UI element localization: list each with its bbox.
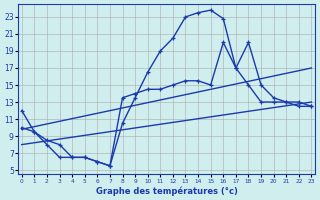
X-axis label: Graphe des températures (°c): Graphe des températures (°c): [96, 186, 237, 196]
